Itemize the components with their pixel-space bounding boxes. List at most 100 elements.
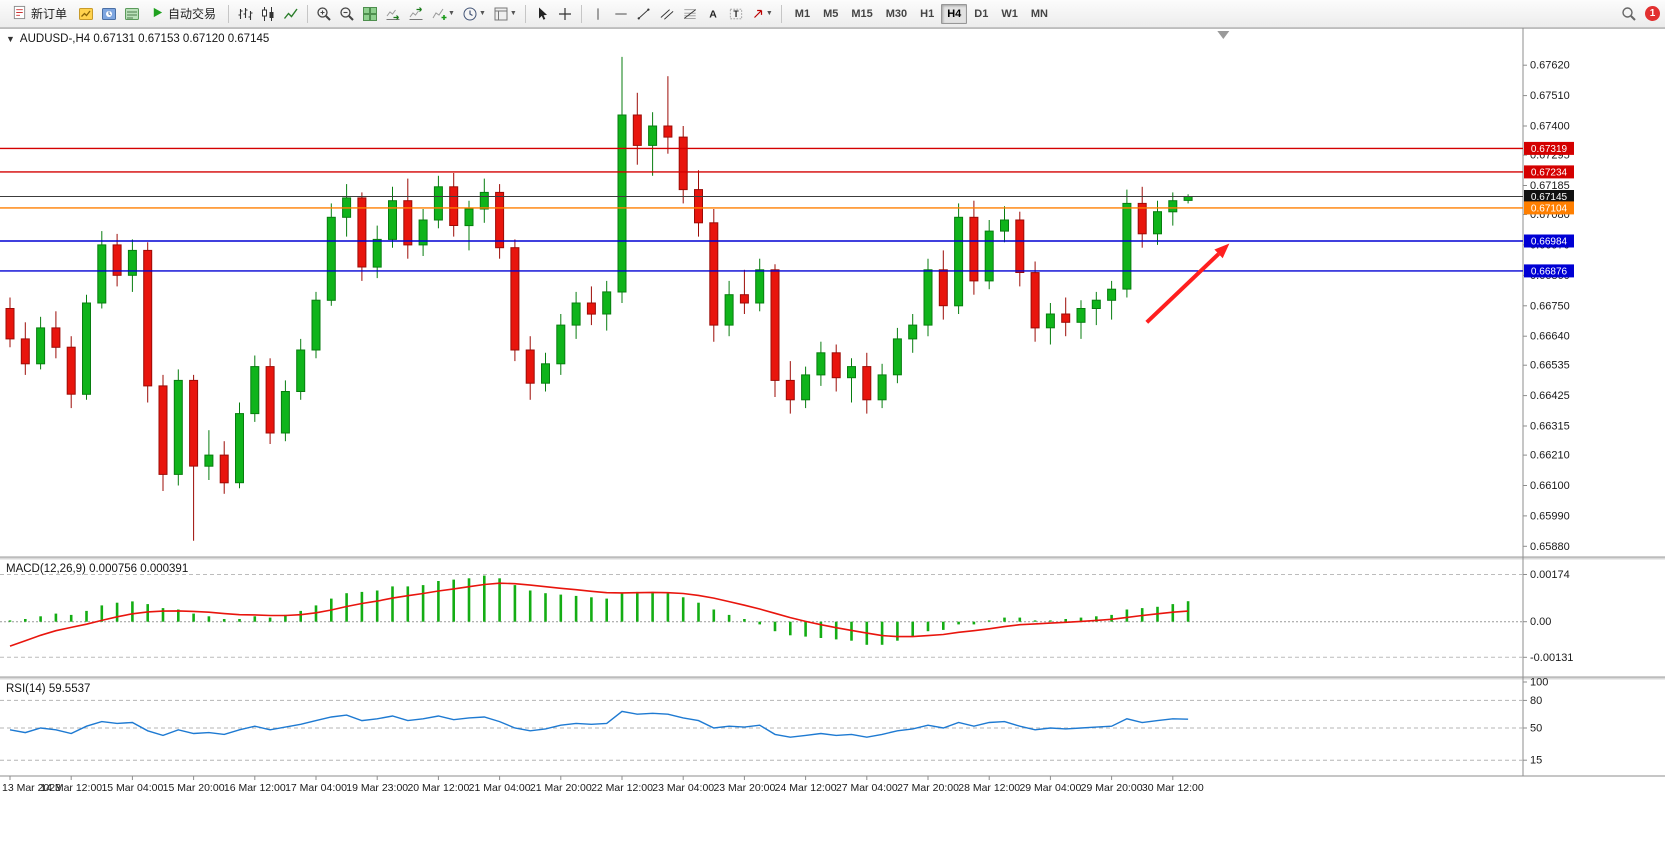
search-icon[interactable] xyxy=(1618,3,1640,25)
panel-frame xyxy=(0,28,1665,777)
horizontal-line-icon[interactable] xyxy=(610,3,632,25)
svg-text:0.66876: 0.66876 xyxy=(1531,266,1568,277)
timeframe-group: M1 M5 M15 M30 H1 H4 D1 W1 MN xyxy=(789,3,1054,24)
svg-text:29 Mar 20:00: 29 Mar 20:00 xyxy=(1081,782,1143,794)
toolbar-separator xyxy=(228,4,230,23)
bar-chart-icon[interactable] xyxy=(234,3,256,25)
svg-text:0.66984: 0.66984 xyxy=(1531,237,1568,248)
candlesticks xyxy=(5,56,1193,541)
timeframe-button-M5[interactable]: M5 xyxy=(823,7,839,20)
rsi-panel-title: RSI(14) 59.5537 xyxy=(6,683,90,695)
toolbar-separator xyxy=(780,4,782,23)
dropdown-caret-icon: ▼ xyxy=(448,10,455,17)
auto-trading-button[interactable]: 自动交易 xyxy=(144,3,223,25)
svg-text:0.66750: 0.66750 xyxy=(1530,300,1570,312)
zoom-out-icon[interactable] xyxy=(336,3,358,25)
line-chart-icon[interactable] xyxy=(280,3,302,25)
symbol-ohlc-title: AUDUSD-,H4 0.67131 0.67153 0.67120 0.671… xyxy=(19,33,270,45)
arrows-icon[interactable]: ▼ xyxy=(748,3,776,25)
svg-text:0.67104: 0.67104 xyxy=(1531,203,1568,214)
toolbar-separator xyxy=(524,4,526,23)
text-icon[interactable]: A xyxy=(702,3,724,25)
svg-text:T: T xyxy=(733,9,739,19)
notification-badge[interactable]: 1 xyxy=(1645,6,1660,21)
equidistant-channel-icon[interactable] xyxy=(656,3,678,25)
svg-text:0.66535: 0.66535 xyxy=(1530,360,1570,372)
svg-text:19 Mar 23:00: 19 Mar 23:00 xyxy=(346,782,408,794)
toolbar-separator xyxy=(307,4,309,23)
svg-text:0.65990: 0.65990 xyxy=(1530,510,1570,522)
timeframe-button-M15[interactable]: M15 xyxy=(851,7,873,20)
svg-text:28 Mar 12:00: 28 Mar 12:00 xyxy=(958,782,1020,794)
svg-text:21 Mar 04:00: 21 Mar 04:00 xyxy=(469,782,531,794)
svg-text:17 Mar 04:00: 17 Mar 04:00 xyxy=(285,782,347,794)
svg-text:15 Mar 20:00: 15 Mar 20:00 xyxy=(163,782,225,794)
toolbar: 新订单 自动交易 ▼ ▼ ▼ A T ▼ xyxy=(0,0,1665,28)
cursor-icon[interactable] xyxy=(531,3,553,25)
svg-text:21 Mar 20:00: 21 Mar 20:00 xyxy=(530,782,592,794)
svg-text:80: 80 xyxy=(1530,695,1542,707)
svg-text:29 Mar 04:00: 29 Mar 04:00 xyxy=(1019,782,1081,794)
chart-area[interactable]: 0.67620 0.67510 0.67400 0.67295 0.67185 0.670… xyxy=(0,28,1665,847)
svg-text:50: 50 xyxy=(1530,723,1542,735)
price-axis[interactable]: 0.676200.675100.674000.672950.671850.670… xyxy=(1523,60,1574,553)
periods-icon[interactable]: ▼ xyxy=(459,3,489,25)
timeframe-button-H1[interactable]: H1 xyxy=(920,7,935,20)
candlestick-chart-icon[interactable] xyxy=(257,3,279,25)
chart-shift-icon[interactable] xyxy=(405,3,427,25)
vertical-line-icon[interactable] xyxy=(587,3,609,25)
svg-text:24 Mar 12:00: 24 Mar 12:00 xyxy=(775,782,837,794)
timeframe-button-D1[interactable]: D1 xyxy=(974,7,989,20)
svg-text:A: A xyxy=(709,8,717,20)
timeframe-button-MN[interactable]: MN xyxy=(1030,7,1048,20)
terminal-icon[interactable] xyxy=(121,3,143,25)
timeframe-button-M1[interactable]: M1 xyxy=(794,7,811,20)
svg-text:30 Mar 12:00: 30 Mar 12:00 xyxy=(1142,782,1204,794)
crosshair-icon[interactable] xyxy=(554,3,576,25)
auto-scroll-icon[interactable] xyxy=(382,3,404,25)
new-order-label: 新订单 xyxy=(31,7,68,21)
trend-arrow-annotation[interactable] xyxy=(1145,243,1230,324)
svg-text:0.66640: 0.66640 xyxy=(1530,331,1570,343)
tile-windows-icon[interactable] xyxy=(359,3,381,25)
price-panel-title: ▼ AUDUSD-,H4 0.67131 0.67153 0.67120 0.6… xyxy=(6,33,269,45)
auto-trading-label: 自动交易 xyxy=(168,7,217,21)
svg-text:0.67234: 0.67234 xyxy=(1531,167,1568,178)
svg-text:100: 100 xyxy=(1530,677,1548,689)
svg-text:0.67319: 0.67319 xyxy=(1531,144,1568,155)
trendline-icon[interactable] xyxy=(633,3,655,25)
toolbar-separator xyxy=(580,4,582,23)
svg-text:0.65880: 0.65880 xyxy=(1530,541,1570,553)
new-order-icon xyxy=(12,5,27,23)
horizontal-lines[interactable] xyxy=(0,147,1523,272)
svg-text:0.00174: 0.00174 xyxy=(1530,569,1570,581)
macd-title-text: MACD(12,26,9) 0.000756 0.000391 xyxy=(6,563,189,575)
dropdown-caret-icon: ▼ xyxy=(478,10,486,17)
collapse-chart-icon[interactable]: ▼ xyxy=(6,34,15,44)
templates-icon[interactable]: ▼ xyxy=(490,3,520,25)
svg-text:27 Mar 04:00: 27 Mar 04:00 xyxy=(836,782,898,794)
svg-text:0.67400: 0.67400 xyxy=(1530,121,1570,133)
indicators-icon[interactable]: ▼ xyxy=(428,3,458,25)
svg-text:22 Mar 12:00: 22 Mar 12:00 xyxy=(591,782,653,794)
svg-text:0.66315: 0.66315 xyxy=(1530,421,1570,433)
svg-text:23 Mar 20:00: 23 Mar 20:00 xyxy=(713,782,775,794)
fibonacci-icon[interactable] xyxy=(679,3,701,25)
text-label-icon[interactable]: T xyxy=(725,3,747,25)
market-watch-icon[interactable] xyxy=(75,3,97,25)
timeframe-button-W1[interactable]: W1 xyxy=(1001,7,1018,20)
chart-shift-marker[interactable] xyxy=(1217,31,1230,39)
timeframe-button-M30[interactable]: M30 xyxy=(885,7,908,20)
timeframe-button-H4[interactable]: H4 xyxy=(941,3,968,24)
zoom-in-icon[interactable] xyxy=(313,3,335,25)
svg-text:0.66425: 0.66425 xyxy=(1530,390,1570,402)
navigator-icon[interactable] xyxy=(98,3,120,25)
new-order-button[interactable]: 新订单 xyxy=(5,3,74,25)
chart-canvas[interactable]: 0.676200.675100.674000.672950.671850.670… xyxy=(0,28,1665,847)
macd-panel: 0.00174 0.00 -0.00131 xyxy=(0,569,1573,664)
svg-text:16 Mar 12:00: 16 Mar 12:00 xyxy=(224,782,286,794)
svg-text:15: 15 xyxy=(1530,755,1542,767)
dropdown-caret-icon: ▼ xyxy=(509,10,517,17)
